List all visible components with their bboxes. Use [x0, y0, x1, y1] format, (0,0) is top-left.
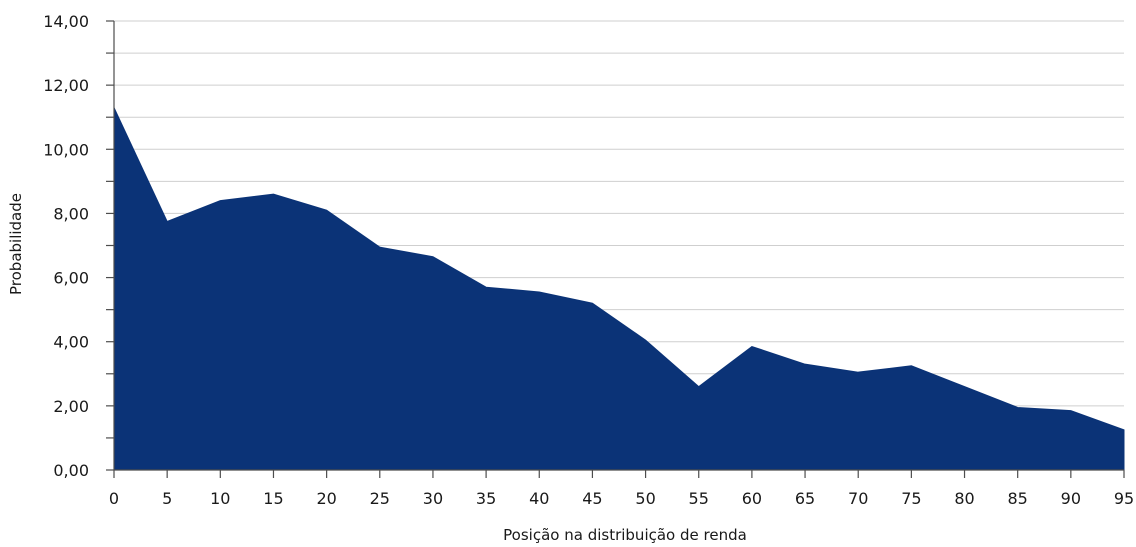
area-series — [114, 108, 1124, 470]
x-tick-label: 95 — [1114, 489, 1134, 508]
x-tick-label: 80 — [954, 489, 974, 508]
x-tick-label: 35 — [476, 489, 496, 508]
x-tick-label: 45 — [582, 489, 602, 508]
x-tick-label: 20 — [316, 489, 336, 508]
y-tick-label: 14,00 — [43, 12, 89, 31]
x-tick-layer: 0 5 10 15 20 25 30 35 40 45 50 55 60 65 70 75 80 85 90 95 — [109, 489, 1134, 508]
y-tick-label: 4,00 — [53, 333, 89, 352]
x-tick-label: 60 — [742, 489, 762, 508]
y-tick-label: 8,00 — [53, 204, 89, 223]
y-tick-label: 12,00 — [43, 76, 89, 95]
x-tick-label: 90 — [1061, 489, 1081, 508]
x-tick-label: 50 — [635, 489, 655, 508]
x-tick-label: 85 — [1008, 489, 1028, 508]
y-tick-label: 6,00 — [53, 269, 89, 288]
x-tick-label: 40 — [529, 489, 549, 508]
x-tick-label: 25 — [370, 489, 390, 508]
y-tick-label: 2,00 — [53, 397, 89, 416]
x-tick-label: 75 — [901, 489, 921, 508]
x-tick-label: 70 — [848, 489, 868, 508]
x-tick-label: 5 — [162, 489, 172, 508]
y-tick-label: 0,00 — [53, 461, 89, 480]
x-tick-label: 65 — [795, 489, 815, 508]
y-tick-layer: 0,00 2,00 4,00 6,00 8,00 10,00 12,00 14,00 — [43, 12, 89, 480]
x-tick-label: 30 — [423, 489, 443, 508]
x-tick-label: 10 — [210, 489, 230, 508]
y-tick-label: 10,00 — [43, 140, 89, 159]
x-tick-label: 15 — [263, 489, 283, 508]
x-tick-label: 55 — [689, 489, 709, 508]
area-layer — [114, 107, 1124, 470]
x-tick-label: 0 — [109, 489, 119, 508]
y-axis-title: Probabilidade — [7, 193, 25, 295]
x-axis-title: Posição na distribuição de renda — [503, 526, 747, 544]
